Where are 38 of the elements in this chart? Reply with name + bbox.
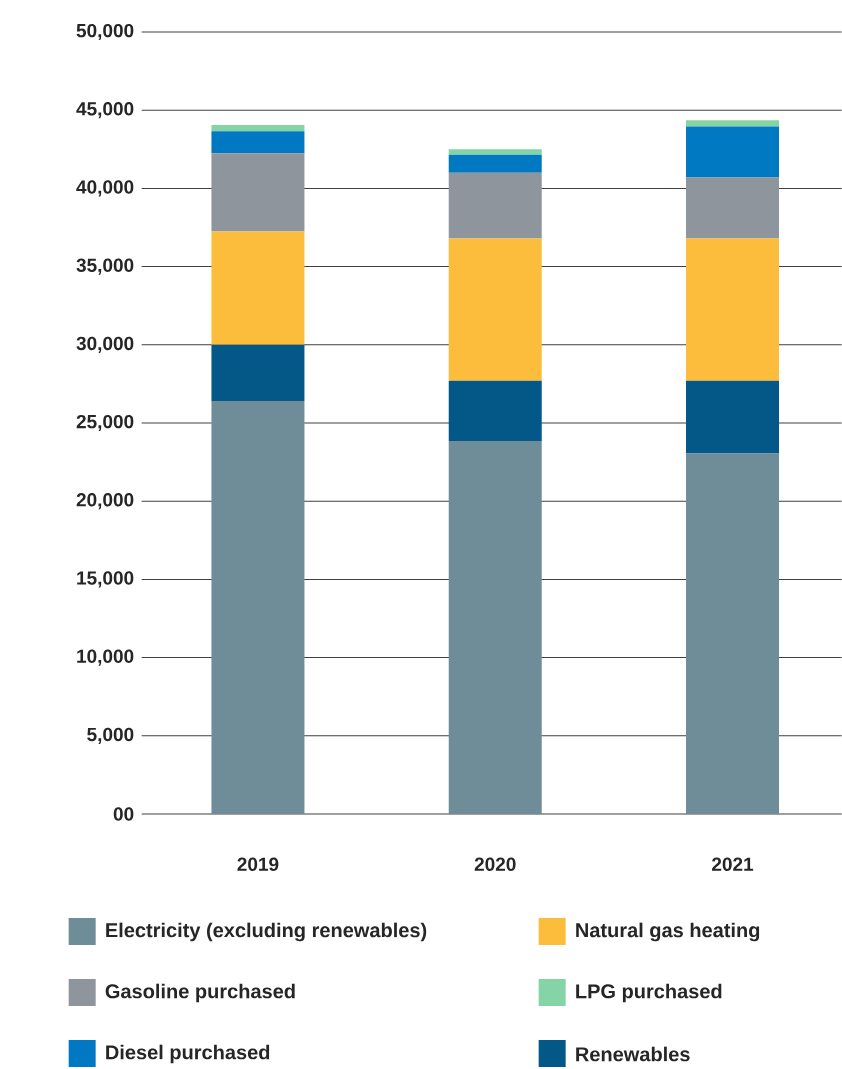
bar [211, 344, 305, 402]
y-tick-label: 20,000 [76, 493, 134, 510]
bar [685, 380, 779, 454]
bar [448, 380, 542, 441]
legend-label: Renewables [576, 1046, 690, 1062]
y-tick-label: 30,000 [76, 336, 134, 353]
y-tick-label: 45,000 [76, 102, 134, 119]
bar [685, 120, 779, 127]
legend-label: Electricity (excluding renewables) [106, 922, 427, 942]
y-tick-label: 40,000 [76, 180, 134, 197]
y-tick-label: 10,000 [77, 649, 134, 666]
legend-label: Gasoline purchased [105, 983, 295, 1003]
legend-label: Natural gas heating [576, 922, 760, 942]
bar [448, 154, 542, 173]
y-tick-label: 35,000 [76, 258, 134, 275]
bar [211, 131, 305, 154]
bar [448, 172, 542, 239]
bar [448, 440, 542, 814]
bar [685, 238, 779, 381]
legend-label: LPG purchased [576, 983, 722, 1003]
bar [685, 453, 779, 814]
bar [685, 177, 779, 239]
bar [211, 401, 305, 814]
y-tick-label: 00 [113, 807, 134, 821]
legend-label: Diesel purchased [106, 1044, 270, 1064]
bar [211, 231, 305, 345]
y-tick-label: 5,000 [87, 727, 134, 744]
bar [211, 125, 305, 132]
bar [211, 153, 305, 232]
y-tick-label: 50,000 [76, 23, 134, 41]
x-tick-label: 2019 [237, 857, 279, 871]
bar [448, 149, 542, 155]
x-tick-label: 2020 [474, 857, 516, 871]
bar [448, 238, 542, 381]
x-tick-label: 2021 [711, 857, 754, 871]
bar [685, 126, 779, 178]
y-tick-label: 15,000 [77, 571, 134, 588]
y-tick-label: 25,000 [76, 414, 134, 432]
